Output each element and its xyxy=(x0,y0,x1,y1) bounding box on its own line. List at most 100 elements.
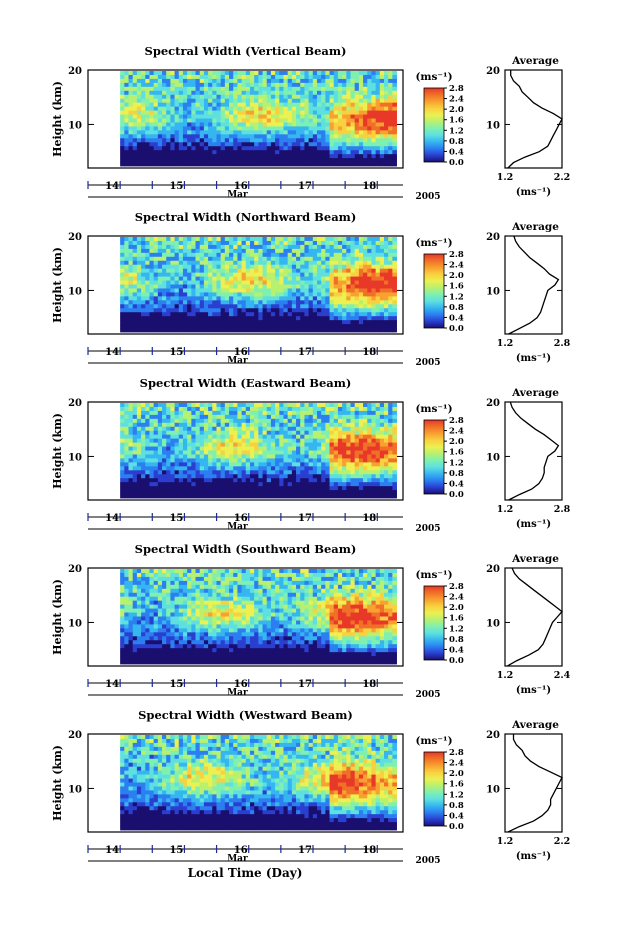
heatmap-cell xyxy=(321,414,326,420)
heatmap-cell xyxy=(342,276,347,281)
heatmap-cell xyxy=(308,462,314,467)
heatmap-cell xyxy=(379,276,385,281)
heatmap-cell xyxy=(199,474,205,479)
heatmap-cell xyxy=(300,150,305,155)
heatmap-cell xyxy=(279,494,284,499)
heatmap-cell xyxy=(279,118,284,123)
heatmap-cell xyxy=(300,142,305,147)
heatmap-cell xyxy=(120,256,125,262)
heatmap-cell xyxy=(321,418,326,424)
heatmap-cell xyxy=(329,94,335,100)
heatmap-cell xyxy=(254,122,259,127)
heatmap-cell xyxy=(128,600,134,606)
heatmap-cell xyxy=(384,276,389,281)
heatmap-cell xyxy=(392,458,397,463)
heatmap-cell xyxy=(153,71,159,76)
heatmap-cell xyxy=(296,86,301,92)
heatmap-cell xyxy=(321,482,326,487)
heatmap-cell xyxy=(392,284,397,289)
heatmap-cell xyxy=(363,260,368,266)
heatmap-cell xyxy=(191,78,196,84)
heatmap-cell xyxy=(304,438,310,443)
heatmap-cell xyxy=(258,304,263,309)
heatmap-cell xyxy=(279,466,284,471)
heatmap-cell xyxy=(162,158,167,163)
heatmap-cell xyxy=(212,426,217,432)
heatmap-cell xyxy=(174,260,180,266)
heatmap-cell xyxy=(254,438,259,443)
heatmap-cell xyxy=(170,410,175,416)
heatmap-cell xyxy=(132,162,138,167)
heatmap-cell xyxy=(283,98,289,104)
heatmap-cell xyxy=(178,454,184,459)
heatmap-cell xyxy=(120,280,125,285)
heatmap-cell xyxy=(229,312,234,317)
heatmap-cell xyxy=(174,316,180,321)
heatmap-cell xyxy=(262,414,268,420)
heatmap-cell xyxy=(384,82,389,88)
heatmap-cell xyxy=(392,94,397,100)
heatmap-cell xyxy=(316,288,322,293)
heatmap-cell xyxy=(212,272,217,277)
heatmap-cell xyxy=(258,300,263,305)
heatmap-cell xyxy=(266,482,272,487)
heatmap-cell xyxy=(287,272,293,277)
heatmap-cell xyxy=(220,150,226,155)
heatmap-cell xyxy=(157,308,163,313)
heatmap-cell xyxy=(283,462,289,467)
heatmap-cell xyxy=(316,454,322,459)
heatmap-cell xyxy=(174,268,180,274)
heatmap-cell xyxy=(275,446,280,451)
heatmap-cell xyxy=(346,426,351,432)
heatmap-cell xyxy=(321,422,326,428)
heatmap-cell xyxy=(270,312,276,317)
heatmap-cell xyxy=(212,102,217,108)
heatmap-cell xyxy=(249,454,255,459)
heatmap-cell xyxy=(283,458,289,463)
heatmap-cell xyxy=(178,320,184,325)
heatmap-cell xyxy=(316,482,322,487)
heatmap-cell xyxy=(262,102,268,108)
heatmap-cell xyxy=(136,474,142,479)
heatmap-cell xyxy=(233,102,238,108)
heatmap-cell xyxy=(304,248,310,254)
heatmap-cell xyxy=(388,466,393,471)
heatmap-cell xyxy=(182,260,188,266)
average-profile-line xyxy=(508,401,560,501)
heatmap-cell xyxy=(245,438,251,443)
heatmap-cell xyxy=(304,308,310,313)
heatmap-cell xyxy=(346,438,351,443)
heatmap-cell xyxy=(216,90,222,96)
heatmap-cell xyxy=(308,316,314,321)
heatmap-cell xyxy=(195,138,201,143)
heatmap-cell xyxy=(321,110,326,115)
heatmap-cell xyxy=(203,316,209,321)
heatmap-cell xyxy=(132,312,138,317)
heatmap-cell xyxy=(178,438,184,443)
heatmap-cell xyxy=(216,300,222,305)
heatmap-cell xyxy=(174,308,180,313)
heatmap-cell xyxy=(249,406,255,412)
heatmap-cell xyxy=(358,316,364,321)
heatmap-cell xyxy=(187,410,192,416)
heatmap-cell xyxy=(367,122,372,127)
heatmap-cell xyxy=(325,403,330,408)
heatmap-cell xyxy=(120,442,125,447)
heatmap-cell xyxy=(220,288,226,293)
heatmap-cell xyxy=(153,478,159,483)
heatmap-cell xyxy=(354,94,360,100)
heatmap-cell xyxy=(279,422,284,428)
heatmap-cell xyxy=(275,434,280,440)
heatmap-cell xyxy=(208,410,213,416)
heatmap-cell xyxy=(195,316,201,321)
heatmap-cell xyxy=(388,122,393,127)
colorbar-tick-label: 1.2 xyxy=(449,292,464,302)
heatmap-cell xyxy=(187,102,192,108)
heatmap-cell xyxy=(392,260,397,266)
heatmap-cell xyxy=(254,110,259,115)
heatmap-cell xyxy=(375,320,381,325)
heatmap-cell xyxy=(254,158,259,163)
heatmap-cell xyxy=(170,438,175,443)
heatmap-cell xyxy=(275,134,280,139)
heatmap-cell xyxy=(208,316,213,321)
